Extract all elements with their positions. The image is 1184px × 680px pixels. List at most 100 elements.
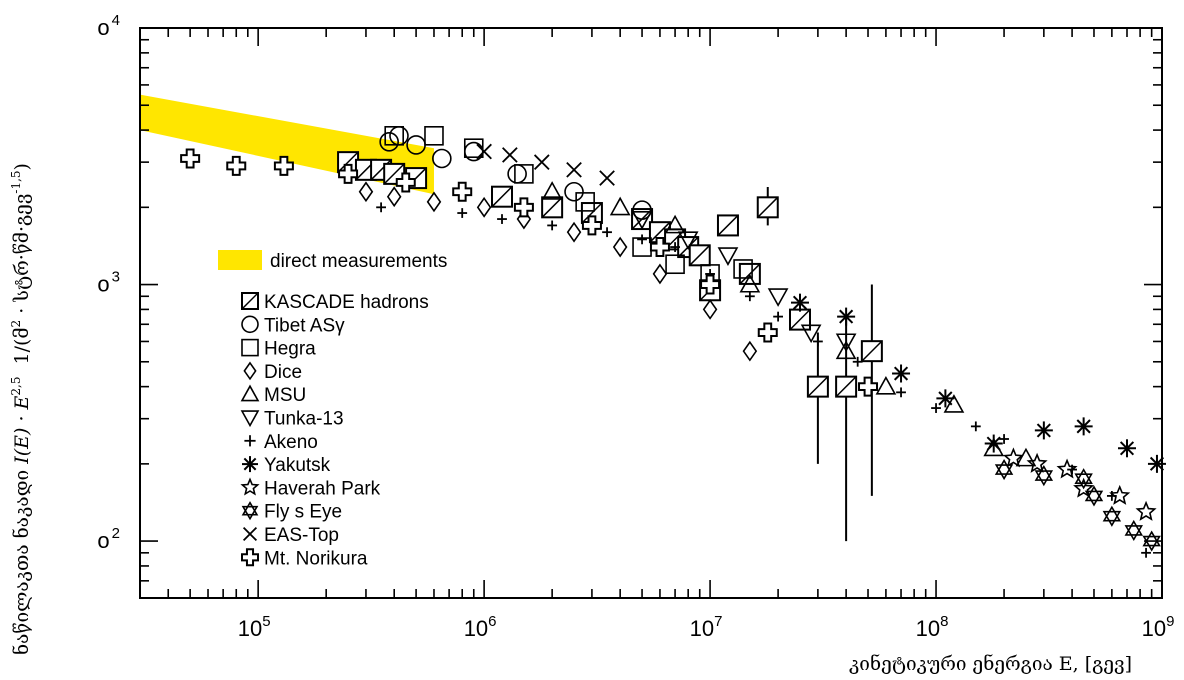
- data-point-circle: [632, 200, 652, 220]
- data-point-pluscross: [858, 376, 879, 397]
- legend-label: Haverah Park: [264, 478, 381, 499]
- data-point-triangle: [541, 181, 563, 200]
- legend-item-circle: Tibet ASγ: [241, 315, 345, 336]
- data-point-square: [424, 126, 444, 146]
- data-point-boxslash: [788, 308, 811, 331]
- legend-marker: [244, 435, 256, 447]
- data-point-pluscross: [226, 155, 247, 176]
- data-point-circle: [379, 132, 399, 152]
- data-point-triangle: [609, 196, 631, 216]
- data-point-xcross: [533, 154, 550, 170]
- data-point-plus: [497, 214, 507, 224]
- legend-item-diamond: Dice: [243, 361, 302, 383]
- legend-item-triangle: MSU: [240, 384, 306, 406]
- legend-marker: [240, 410, 260, 428]
- data-point-plus: [744, 291, 755, 302]
- data-point-square: [575, 192, 595, 212]
- data-point-diamond: [742, 340, 758, 362]
- legend-marker: [243, 361, 257, 381]
- legend-item-xcross: EAS-Top: [242, 525, 339, 546]
- data-point-diamond: [358, 181, 374, 203]
- legend-label: Hegra: [264, 339, 316, 360]
- data-point-boxslash: [806, 375, 829, 398]
- legend-item-boxslash: KASCADE hadrons: [241, 292, 429, 313]
- legend-label: Mt. Norikura: [264, 548, 368, 569]
- data-point-square: [514, 164, 534, 184]
- legend-label: MSU: [264, 385, 306, 406]
- data-point-star8: [892, 364, 911, 383]
- data-point-boxslash: [860, 340, 883, 363]
- data-point-diamond: [426, 191, 442, 213]
- data-point-circle: [432, 148, 452, 169]
- legend-swatch: [218, 250, 262, 270]
- legend-marker: [241, 315, 259, 334]
- data-point-boxslash: [716, 214, 739, 237]
- legend-label: Tibet ASγ: [264, 315, 345, 336]
- legend-marker: [241, 292, 259, 310]
- data-point-plus: [812, 336, 823, 347]
- data-point-star6: [1074, 468, 1093, 490]
- data-point-triangledown: [835, 333, 857, 353]
- data-point-boxslash: [491, 185, 514, 208]
- data-point-pluscross: [273, 155, 294, 176]
- data-point-diamond: [652, 263, 668, 285]
- data-point-pluscross: [338, 163, 359, 184]
- data-point-triangle: [943, 394, 965, 413]
- data-point-star6: [1142, 530, 1161, 552]
- data-point-pluscross: [700, 274, 721, 295]
- data-point-star8: [837, 307, 856, 326]
- legend-item-triangledown: Tunka-13: [240, 409, 344, 430]
- data-point-star6: [994, 458, 1014, 481]
- legend: direct measurements KASCADE hadronsTibet …: [218, 250, 447, 569]
- data-point-square: [463, 138, 484, 158]
- x-tick-label: 109: [1142, 613, 1175, 641]
- data-point-boxslash: [541, 196, 564, 219]
- data-point-triangle: [1015, 447, 1037, 467]
- legend-marker: [241, 548, 259, 567]
- data-point-triangledown: [717, 247, 739, 266]
- data-point-pluscross: [513, 197, 534, 218]
- x-tick-label: 105: [238, 613, 271, 641]
- data-point-pluscross: [649, 237, 670, 258]
- data-point-star8: [1074, 417, 1093, 436]
- error-bar-layer: [766, 187, 873, 542]
- data-point-star6: [1084, 485, 1104, 507]
- data-point-pluscross: [581, 215, 602, 236]
- legend-label: Dice: [264, 362, 302, 383]
- data-point-plus: [670, 242, 680, 252]
- y-axis-label: ნაწილაკთა ნაკადი I(E) · E2,51/(მ2 · სტრ·…: [9, 163, 33, 655]
- data-point-star6: [1124, 519, 1143, 542]
- data-point-plus: [637, 234, 647, 245]
- axis-tick-layer: 105 106 107 108 109 o 4 o 3 o 2: [97, 12, 1174, 641]
- data-point-square: [733, 259, 753, 279]
- legend-label: Fly s Eye: [264, 502, 342, 523]
- data-point-diamond: [476, 196, 492, 218]
- data-point-triangledown: [800, 324, 822, 344]
- x-tick-label: 108: [916, 613, 949, 641]
- data-point-xcross: [502, 147, 518, 163]
- data-point-plus: [457, 208, 468, 218]
- legend-label: Yakutsk: [264, 455, 331, 476]
- data-point-triangledown: [631, 211, 653, 230]
- data-point-circle: [507, 164, 527, 184]
- x-tick-label: 106: [464, 613, 497, 641]
- data-point-star8: [1034, 421, 1053, 440]
- data-point-triangledown: [677, 231, 699, 251]
- data-point-boxslash: [688, 244, 711, 267]
- legend-item-pluscross: Mt. Norikura: [241, 548, 368, 569]
- data-point-boxslash: [756, 196, 779, 219]
- legend-label: EAS-Top: [264, 525, 339, 546]
- data-point-plus: [547, 220, 558, 231]
- legend-item-direct-measurements: direct measurements: [218, 250, 447, 272]
- data-point-layer: [180, 126, 1166, 558]
- data-point-star6: [1102, 505, 1122, 527]
- data-point-pluscross: [395, 172, 416, 193]
- data-point-plus: [376, 202, 386, 213]
- data-point-triangle: [664, 214, 686, 234]
- data-point-star6: [1034, 465, 1054, 487]
- data-point-plus: [896, 387, 906, 398]
- data-point-triangle: [875, 375, 897, 395]
- legend-item-square: Hegra: [241, 339, 316, 360]
- data-point-square: [665, 254, 685, 275]
